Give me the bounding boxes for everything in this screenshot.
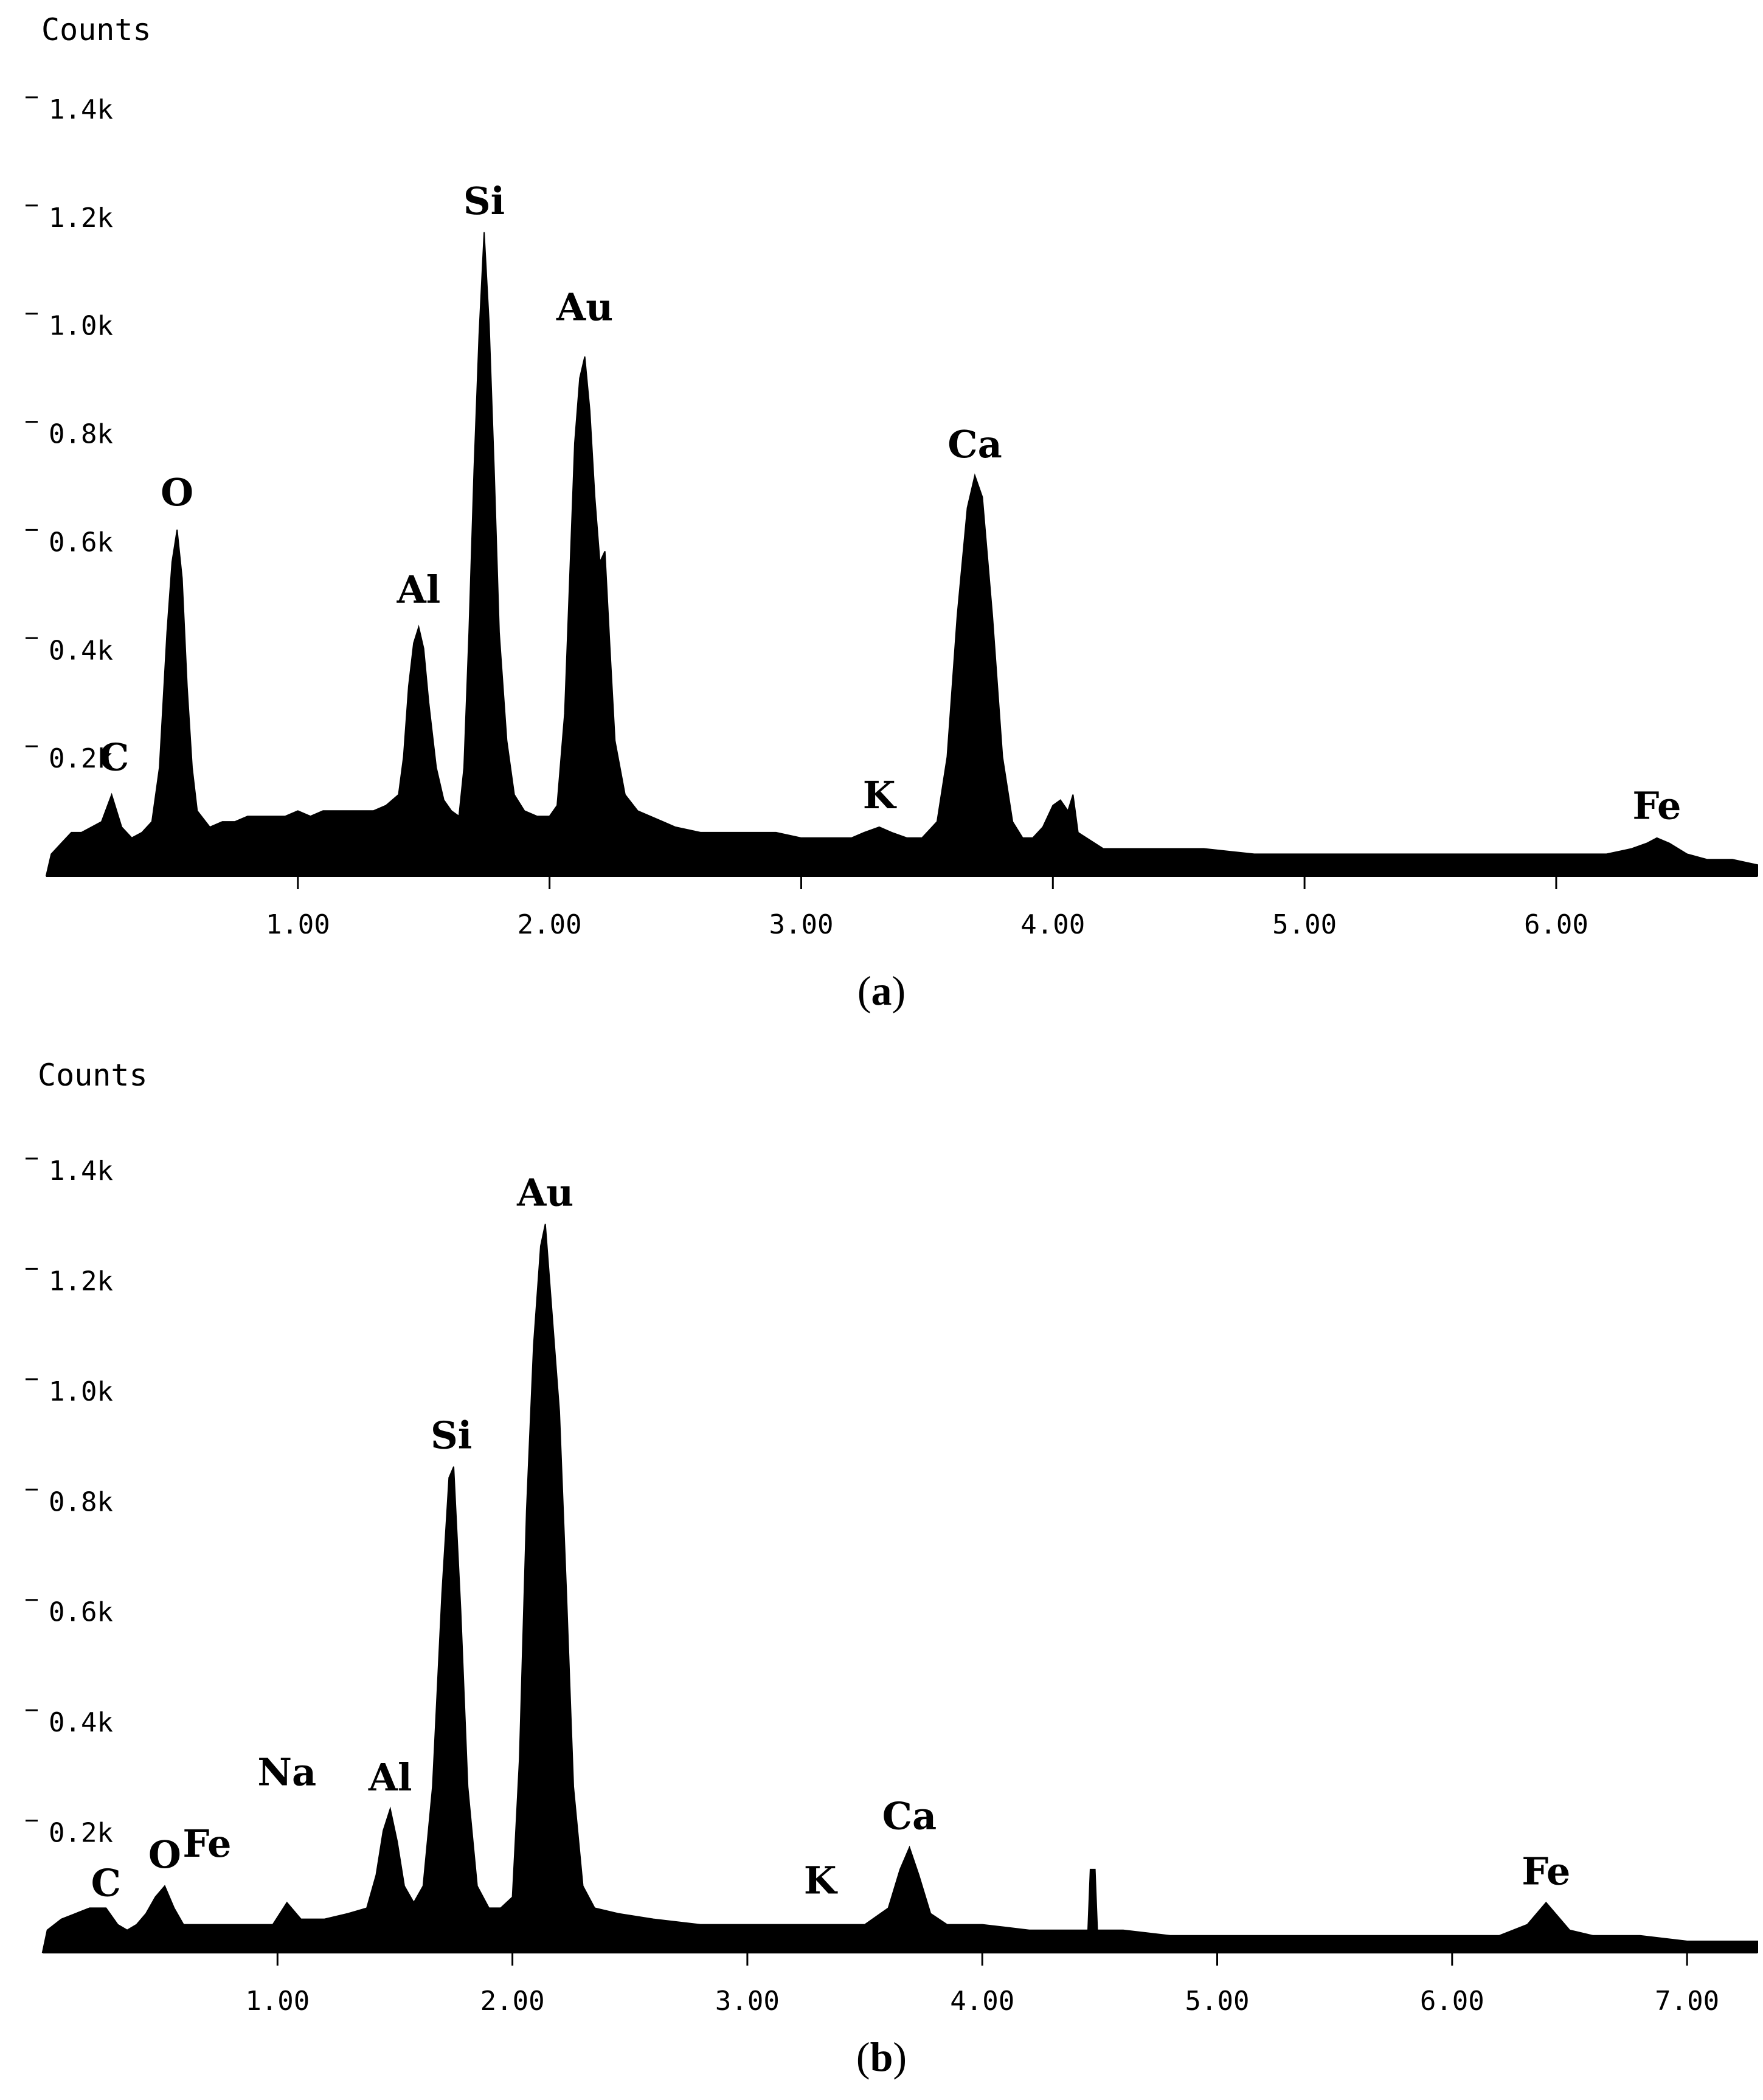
panel-caption-b: (b) — [856, 2034, 907, 2080]
y-tick-label: 0.4k — [49, 635, 113, 666]
y-axis-label: Counts — [41, 12, 151, 47]
peak-label: Fe — [1632, 784, 1681, 828]
y-tick-label: 0.6k — [49, 1597, 113, 1628]
y-tick-label: 0.2k — [49, 743, 113, 774]
x-tick-label: 5.00 — [1185, 1986, 1250, 2017]
y-tick-label: 1.0k — [49, 311, 113, 342]
x-tick-label: 2.00 — [480, 1986, 545, 2017]
x-tick-label: 5.00 — [1272, 909, 1337, 940]
y-axis-label: Counts — [38, 1058, 148, 1093]
peak-label: C — [99, 735, 129, 780]
y-tick-label: 1.4k — [49, 94, 113, 125]
peak-label: Ca — [882, 1794, 937, 1838]
peak-label: Au — [556, 285, 613, 329]
y-tick-label: 1.2k — [49, 1266, 113, 1297]
peak-label: Au — [516, 1171, 573, 1215]
x-tick-label: 1.00 — [245, 1986, 310, 2017]
spectrum-panel-b: Counts 1.00 2.00 3.00 4.00 5.00 6.00 7.00 0.2k 0.… — [0, 1049, 1763, 2100]
peak-label: O — [148, 1832, 181, 1877]
y-tick-label: 0.4k — [49, 1707, 113, 1738]
y-tick-label: 0.6k — [49, 527, 113, 558]
y-tick-label: 0.2k — [49, 1818, 113, 1849]
spectrum-panel-a: Counts 1.00 2.00 3.00 4.00 5.00 6.00 0.2k 0.4k 0.… — [0, 0, 1763, 1049]
panel-caption-a: (a) — [857, 968, 906, 1014]
peak-label: Al — [397, 567, 441, 612]
peak-label: C — [91, 1860, 121, 1905]
y-tick-label: 1.2k — [49, 203, 113, 234]
peak-label: Si — [463, 179, 505, 223]
peak-label: K — [804, 1859, 838, 1903]
x-tick-label: 7.00 — [1655, 1986, 1719, 2017]
spectrum-area — [41, 1224, 1758, 1953]
peak-label: Fe — [1522, 1849, 1570, 1893]
peak-label: O — [161, 470, 193, 515]
x-tick-label: 3.00 — [769, 909, 833, 940]
x-tick-label: 6.00 — [1524, 909, 1588, 940]
peak-label: Na — [257, 1750, 316, 1795]
peak-label: K — [863, 773, 897, 817]
x-tick-label: 4.00 — [950, 1986, 1014, 2017]
y-tick-label: 1.4k — [49, 1156, 113, 1187]
peak-label: Fe — [182, 1821, 231, 1866]
x-tick-label: 2.00 — [518, 909, 582, 940]
peak-label: Si — [431, 1413, 472, 1458]
y-tick-label: 1.0k — [49, 1376, 113, 1407]
y-tick-label: 0.8k — [49, 419, 113, 450]
x-tick-label: 4.00 — [1020, 909, 1085, 940]
y-tick-label: 0.8k — [49, 1486, 113, 1517]
spectrum-area — [45, 232, 1758, 876]
spectrum-chart-b: Counts 1.00 2.00 3.00 4.00 5.00 6.00 7.00 0.2k 0.… — [26, 1058, 1758, 2017]
x-tick-label: 6.00 — [1420, 1986, 1484, 2017]
spectrum-chart-a: Counts 1.00 2.00 3.00 4.00 5.00 6.00 0.2k 0.4k 0.… — [26, 12, 1758, 940]
x-tick-label: 3.00 — [715, 1986, 780, 2017]
peak-label: Al — [368, 1755, 412, 1800]
peak-label: Ca — [947, 422, 1002, 466]
x-tick-label: 1.00 — [266, 909, 330, 940]
